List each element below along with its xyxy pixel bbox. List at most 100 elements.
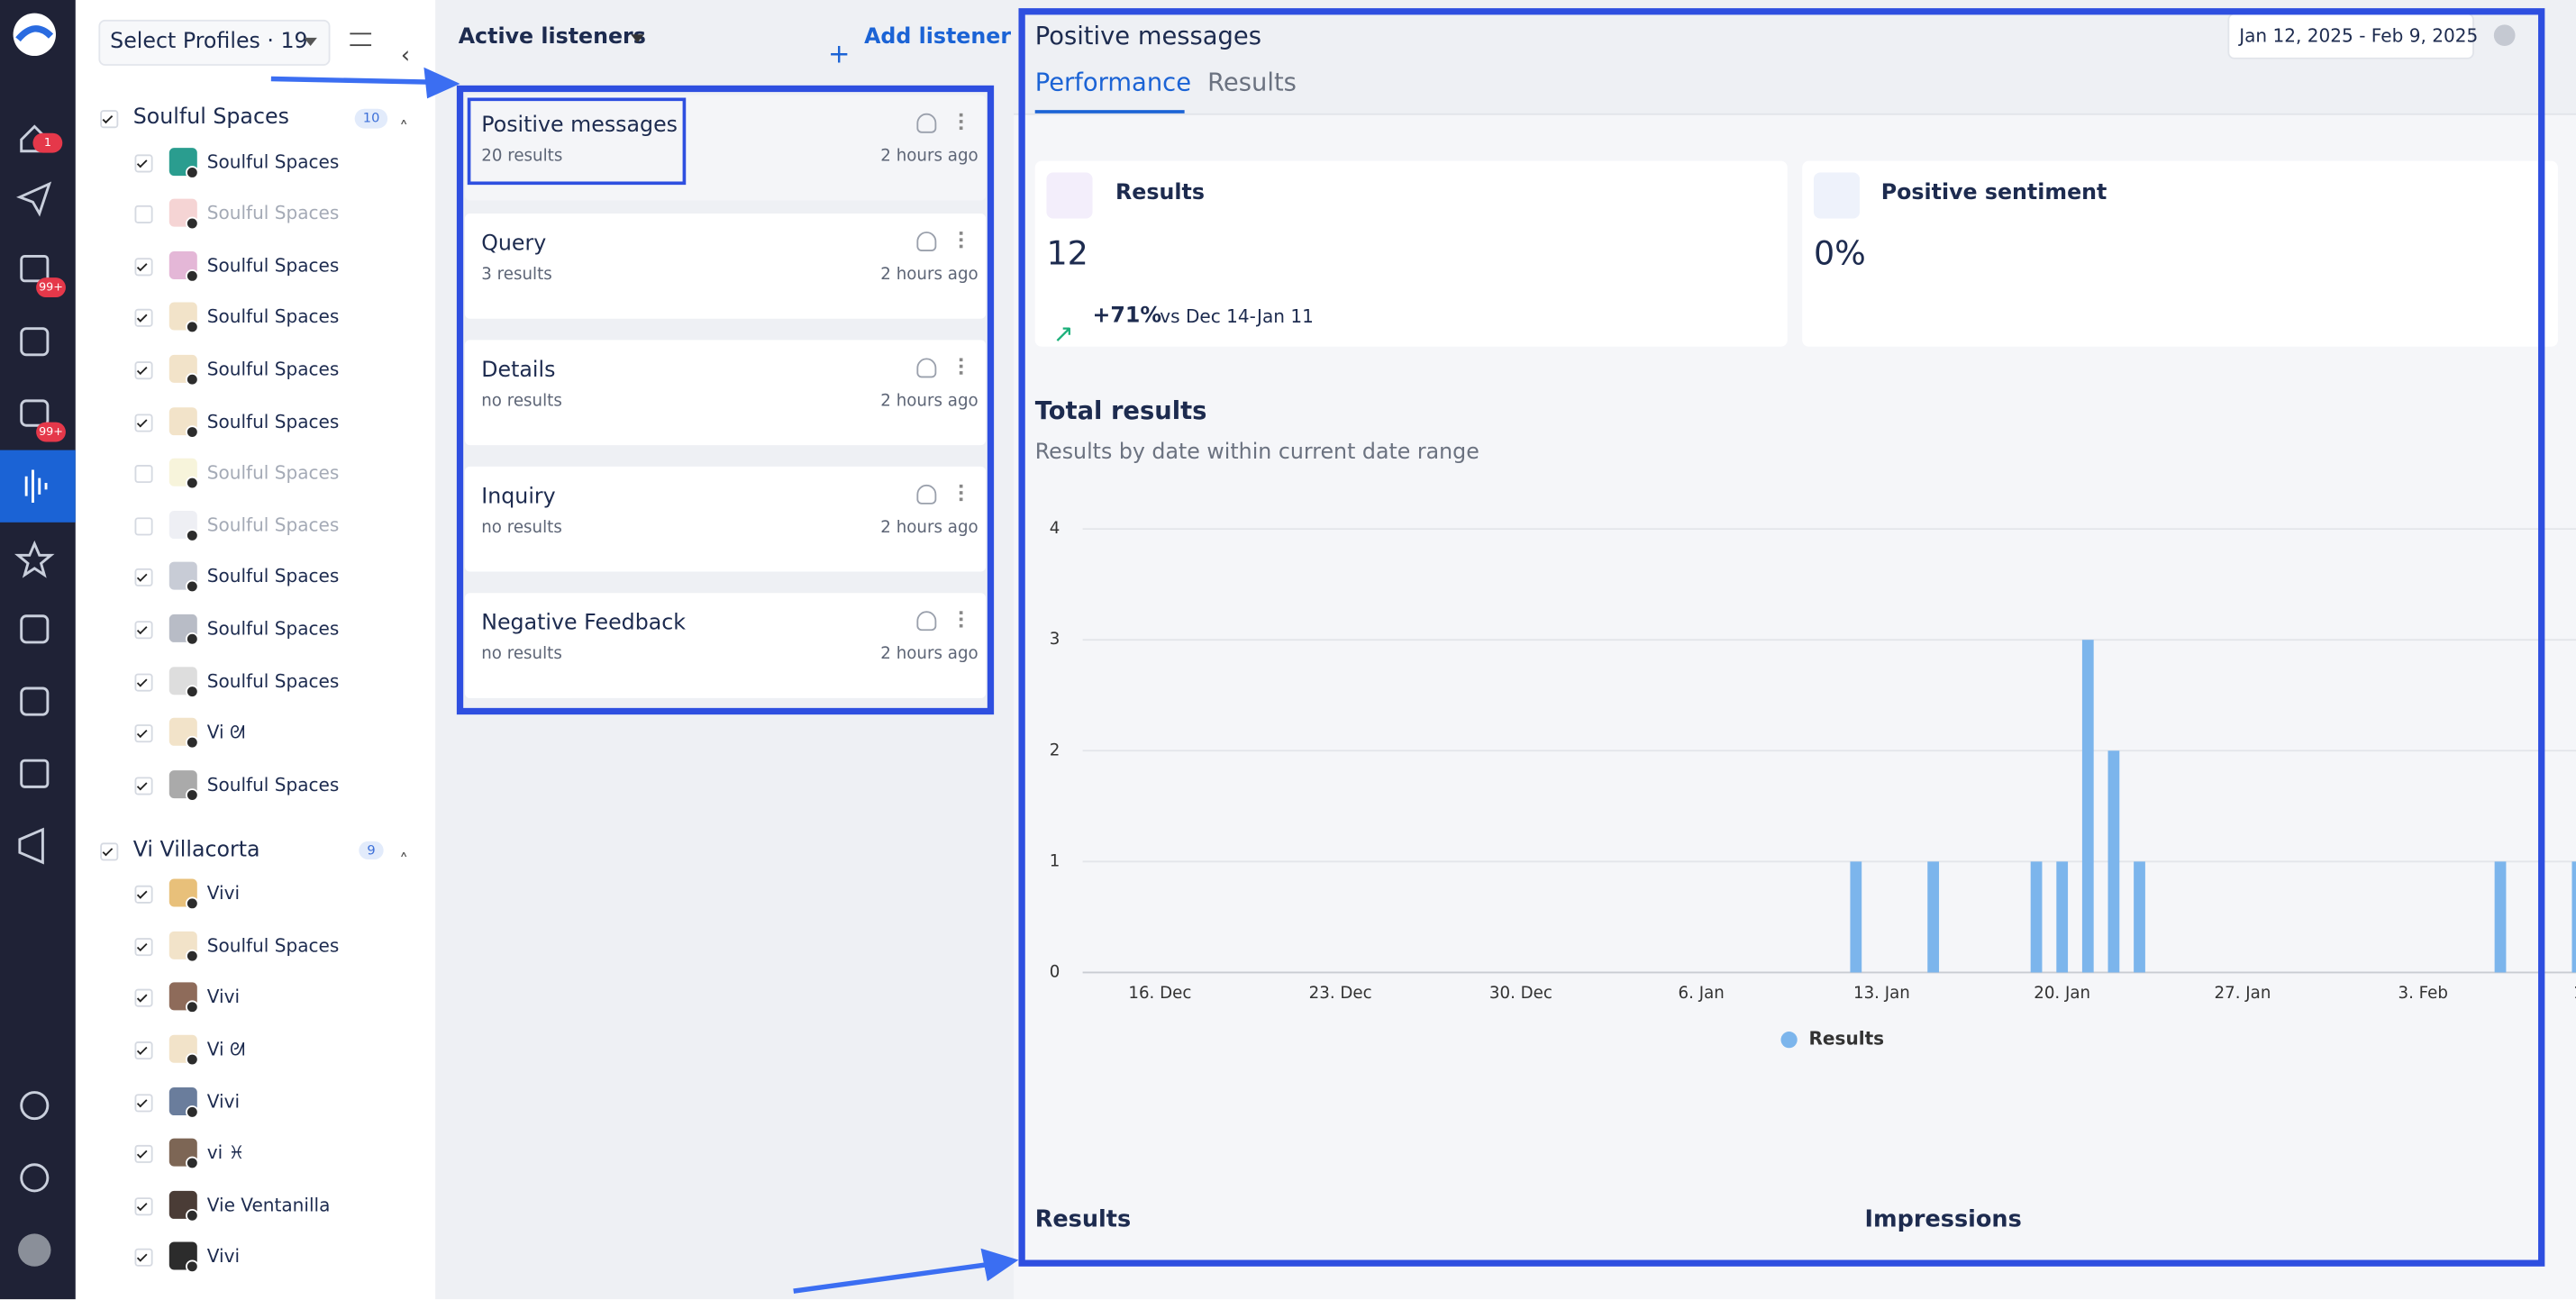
profile-name[interactable]: Soulful Spaces [206,203,340,224]
metric-icon [1813,172,1861,219]
x-tick-label: 10. Feb [2573,984,2576,1003]
tab[interactable]: Results [1207,67,1297,97]
people-icon[interactable] [916,358,937,378]
x-tick-label: 16. Dec [1128,984,1191,1003]
checkbox[interactable] [134,937,153,956]
checkbox[interactable] [134,413,153,432]
checkbox[interactable] [134,516,153,535]
bar [2107,750,2120,973]
profile-name[interactable]: Soulful Spaces [206,773,340,795]
profile-name[interactable]: Soulful Spaces [206,462,340,484]
kebab-icon[interactable] [959,113,963,117]
help-icon[interactable] [20,1163,50,1193]
listener-name: Positive messages [481,114,678,139]
chart-title: Total results [1034,395,1207,426]
checkbox[interactable] [134,886,153,905]
media-icon[interactable] [20,327,50,357]
checkbox[interactable] [134,672,153,691]
campaign-icon[interactable] [18,827,44,865]
metric-value: 0% [1813,232,1866,273]
kebab-icon[interactable] [959,232,963,235]
checkbox[interactable] [134,1196,153,1215]
checkbox[interactable] [134,1145,153,1164]
checkbox[interactable] [134,1093,153,1112]
platform-badge [186,424,199,438]
checkbox[interactable] [134,360,153,379]
section-title: Results [1034,1206,1132,1233]
kebab-icon[interactable] [959,358,963,362]
profile-name[interactable]: Vivi [206,1246,241,1268]
add-icon[interactable]: + [20,1091,50,1121]
tasks-icon[interactable] [20,614,50,644]
layout-icon[interactable] [20,759,50,788]
tab[interactable]: Performance [1034,67,1192,97]
profile-name[interactable]: Vivi [206,986,241,1009]
listening-icon [24,469,48,503]
profile-name[interactable]: Vi ᘛ [206,1039,246,1060]
listener-time: 2 hours ago [880,519,979,538]
people-icon[interactable] [916,232,937,251]
profile-name[interactable]: Soulful Spaces [206,254,340,277]
bar [2571,861,2576,973]
checkbox[interactable] [134,989,153,1008]
x-tick-label: 13. Jan [1853,984,1910,1003]
star-icon[interactable] [14,540,55,578]
profile-name[interactable]: Vivi [206,883,241,905]
filter-icon[interactable] [350,32,372,47]
info-icon[interactable] [2493,24,2516,47]
send-icon[interactable] [16,181,52,217]
legend-label: Results [1808,1028,1884,1050]
reports-icon[interactable] [20,686,50,716]
people-icon[interactable] [916,484,937,505]
listener-results: 20 results [481,148,563,167]
active-nav[interactable] [0,450,76,523]
listeners-title[interactable]: Active listeners [458,24,646,50]
checkbox[interactable] [134,205,153,224]
calendar-icon[interactable] [20,254,50,283]
add-icon: + [827,37,851,69]
profile-name[interactable]: Soulful Spaces [206,514,340,536]
checkbox[interactable] [134,1249,153,1268]
checkbox[interactable] [134,621,153,640]
kebab-icon[interactable] [959,484,963,488]
logo [13,13,56,56]
checkbox[interactable] [100,841,119,860]
checkbox[interactable] [134,776,153,795]
nav-icons: + 1 99+ 99+ [0,13,76,1267]
profile-name[interactable]: Vie Ventanilla [206,1194,331,1216]
profile-name[interactable]: Soulful Spaces [206,618,340,640]
logo-mark [15,25,54,42]
x-tick-label: 6. Jan [1679,984,1725,1003]
caret [304,37,317,47]
checkbox[interactable] [134,257,153,276]
profile-name[interactable]: Vivi [206,1090,241,1113]
profile-name[interactable]: Vi ᘛ [206,722,246,744]
profile-name[interactable]: vi ♓ [206,1142,245,1165]
profile-name[interactable]: Soulful Spaces [206,306,340,329]
checkbox[interactable] [134,309,153,328]
detail-title: Positive messages [1034,21,1262,51]
profile-name[interactable]: Soulful Spaces [206,359,340,380]
checkbox[interactable] [100,110,119,129]
profile-select[interactable] [98,19,331,66]
chart-subtitle: Results by date within current date rang… [1034,441,1479,466]
checkbox[interactable] [134,724,153,743]
checkbox[interactable] [134,568,153,587]
checkbox[interactable] [134,153,153,172]
profile-name[interactable]: Soulful Spaces [206,150,340,173]
metric-icon [1046,172,1093,219]
profile-name[interactable]: Soulful Spaces [206,669,340,692]
checkbox[interactable] [134,1041,153,1060]
kebab-icon[interactable] [959,611,963,614]
user-avatar[interactable] [18,1233,51,1267]
add-listener[interactable]: Add listener [864,24,1012,50]
people-icon[interactable] [916,611,937,632]
checkbox[interactable] [134,465,153,484]
y-tick-label: 2 [1050,741,1060,759]
people-icon[interactable] [916,113,937,133]
profile-name[interactable]: Soulful Spaces [206,410,340,432]
platform-badge [186,165,199,178]
profile-name[interactable]: Soulful Spaces [206,934,340,957]
inbox-icon[interactable] [20,399,50,427]
profile-name[interactable]: Soulful Spaces [206,566,340,588]
